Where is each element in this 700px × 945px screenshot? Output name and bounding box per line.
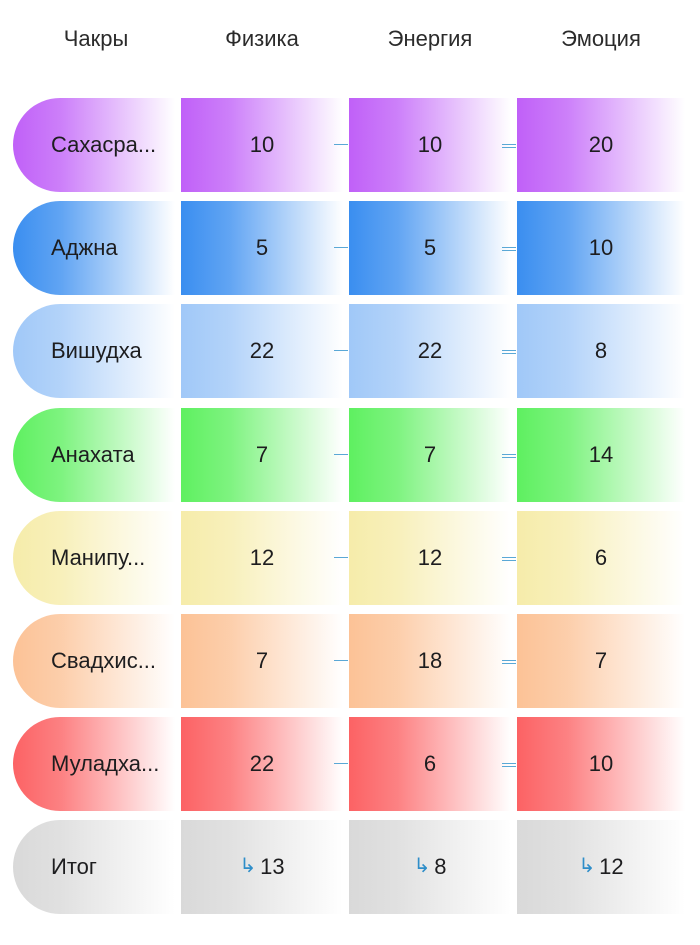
energy-cell: 12 bbox=[349, 511, 511, 605]
chakra-name-pill: Аджна bbox=[13, 201, 175, 295]
energy-cell: 18 bbox=[349, 614, 511, 708]
chakra-name: Вишудха bbox=[51, 338, 142, 363]
physics-cell: 7 bbox=[181, 614, 343, 708]
minus-icon bbox=[334, 557, 348, 558]
total-label: Итог bbox=[51, 854, 97, 879]
chakra-name-pill: Анахата bbox=[13, 408, 175, 502]
emotion-cell: 14 bbox=[517, 408, 685, 502]
energy-value: 6 bbox=[423, 751, 437, 776]
total-label-pill: Итог bbox=[13, 820, 175, 914]
chakra-row: Сахасра... 10 10 20 bbox=[0, 98, 700, 192]
emotion-value: 14 bbox=[588, 442, 614, 467]
header-emotion: Эмоция bbox=[561, 26, 641, 51]
physics-value: 12 bbox=[249, 545, 275, 570]
equals-icon bbox=[502, 454, 516, 458]
equals-icon bbox=[502, 144, 516, 148]
chakra-row: Манипу... 12 12 6 bbox=[0, 511, 700, 605]
emotion-value: 6 bbox=[594, 545, 608, 570]
emotion-value: 10 bbox=[588, 751, 614, 776]
emotion-cell: 8 bbox=[517, 304, 685, 398]
energy-value: 10 bbox=[417, 132, 443, 157]
energy-cell: 22 bbox=[349, 304, 511, 398]
table-header: Чакры Физика Энергия Эмоция bbox=[0, 26, 700, 60]
emotion-value: 7 bbox=[594, 648, 608, 673]
header-physics: Физика bbox=[225, 26, 299, 51]
chakra-name: Сахасра... bbox=[51, 132, 157, 157]
chakra-row: Аджна 5 5 10 bbox=[0, 201, 700, 295]
emotion-cell: 20 bbox=[517, 98, 685, 192]
equals-icon bbox=[502, 763, 516, 767]
energy-cell: 7 bbox=[349, 408, 511, 502]
physics-cell: 22 bbox=[181, 304, 343, 398]
physics-value: 22 bbox=[249, 338, 275, 363]
emotion-value: 10 bbox=[588, 235, 614, 260]
equals-icon bbox=[502, 557, 516, 561]
chakra-name-pill: Свадхис... bbox=[13, 614, 175, 708]
physics-value: 13 bbox=[260, 854, 285, 879]
energy-value: 5 bbox=[423, 235, 437, 260]
header-chakras: Чакры bbox=[63, 26, 129, 51]
minus-icon bbox=[334, 660, 348, 661]
energy-value: 22 bbox=[417, 338, 443, 363]
physics-cell: 7 bbox=[181, 408, 343, 502]
chakra-name-pill: Манипу... bbox=[13, 511, 175, 605]
emotion-value: 12 bbox=[599, 854, 624, 879]
chakra-row: Свадхис... 7 18 7 bbox=[0, 614, 700, 708]
equals-icon bbox=[502, 350, 516, 354]
chakra-name-pill: Вишудха bbox=[13, 304, 175, 398]
chakra-name: Анахата bbox=[51, 442, 135, 467]
emotion-cell: 10 bbox=[517, 717, 685, 811]
arrow-down-right-icon: ↳ bbox=[413, 854, 431, 877]
physics-cell: 22 bbox=[181, 717, 343, 811]
minus-icon bbox=[334, 144, 348, 145]
energy-value: 18 bbox=[417, 648, 443, 673]
total-row: Итог ↳ 13 ↳ 8 ↳ 12 bbox=[0, 820, 700, 914]
chakra-row: Вишудха 22 22 8 bbox=[0, 304, 700, 398]
physics-cell: ↳ 13 bbox=[181, 820, 343, 914]
energy-value: 12 bbox=[417, 545, 443, 570]
physics-value: 7 bbox=[255, 442, 269, 467]
emotion-value: 8 bbox=[594, 338, 608, 363]
minus-icon bbox=[334, 247, 348, 248]
energy-cell: 5 bbox=[349, 201, 511, 295]
emotion-cell: ↳ 12 bbox=[517, 820, 685, 914]
chakra-name-pill: Муладха... bbox=[13, 717, 175, 811]
arrow-down-right-icon: ↳ bbox=[578, 854, 596, 877]
chakra-name-pill: Сахасра... bbox=[13, 98, 175, 192]
equals-icon bbox=[502, 247, 516, 251]
emotion-cell: 10 bbox=[517, 201, 685, 295]
emotion-cell: 7 bbox=[517, 614, 685, 708]
energy-value: 8 bbox=[434, 854, 447, 879]
chakra-row: Анахата 7 7 14 bbox=[0, 408, 700, 502]
arrow-down-right-icon: ↳ bbox=[239, 854, 257, 877]
chakra-name: Аджна bbox=[51, 235, 118, 260]
physics-value: 10 bbox=[249, 132, 275, 157]
minus-icon bbox=[334, 350, 348, 351]
physics-cell: 5 bbox=[181, 201, 343, 295]
energy-cell: 6 bbox=[349, 717, 511, 811]
energy-value: 7 bbox=[423, 442, 437, 467]
minus-icon bbox=[334, 454, 348, 455]
physics-cell: 12 bbox=[181, 511, 343, 605]
energy-cell: 10 bbox=[349, 98, 511, 192]
physics-value: 5 bbox=[255, 235, 269, 260]
equals-icon bbox=[502, 660, 516, 664]
header-energy: Энергия bbox=[387, 26, 473, 51]
energy-cell: ↳ 8 bbox=[349, 820, 511, 914]
physics-value: 22 bbox=[249, 751, 275, 776]
minus-icon bbox=[334, 763, 348, 764]
physics-cell: 10 bbox=[181, 98, 343, 192]
emotion-value: 20 bbox=[588, 132, 614, 157]
chakra-name: Муладха... bbox=[51, 751, 160, 776]
chakra-row: Муладха... 22 6 10 bbox=[0, 717, 700, 811]
chakra-name: Манипу... bbox=[51, 545, 146, 570]
chakra-name: Свадхис... bbox=[51, 648, 157, 673]
physics-value: 7 bbox=[255, 648, 269, 673]
emotion-cell: 6 bbox=[517, 511, 685, 605]
